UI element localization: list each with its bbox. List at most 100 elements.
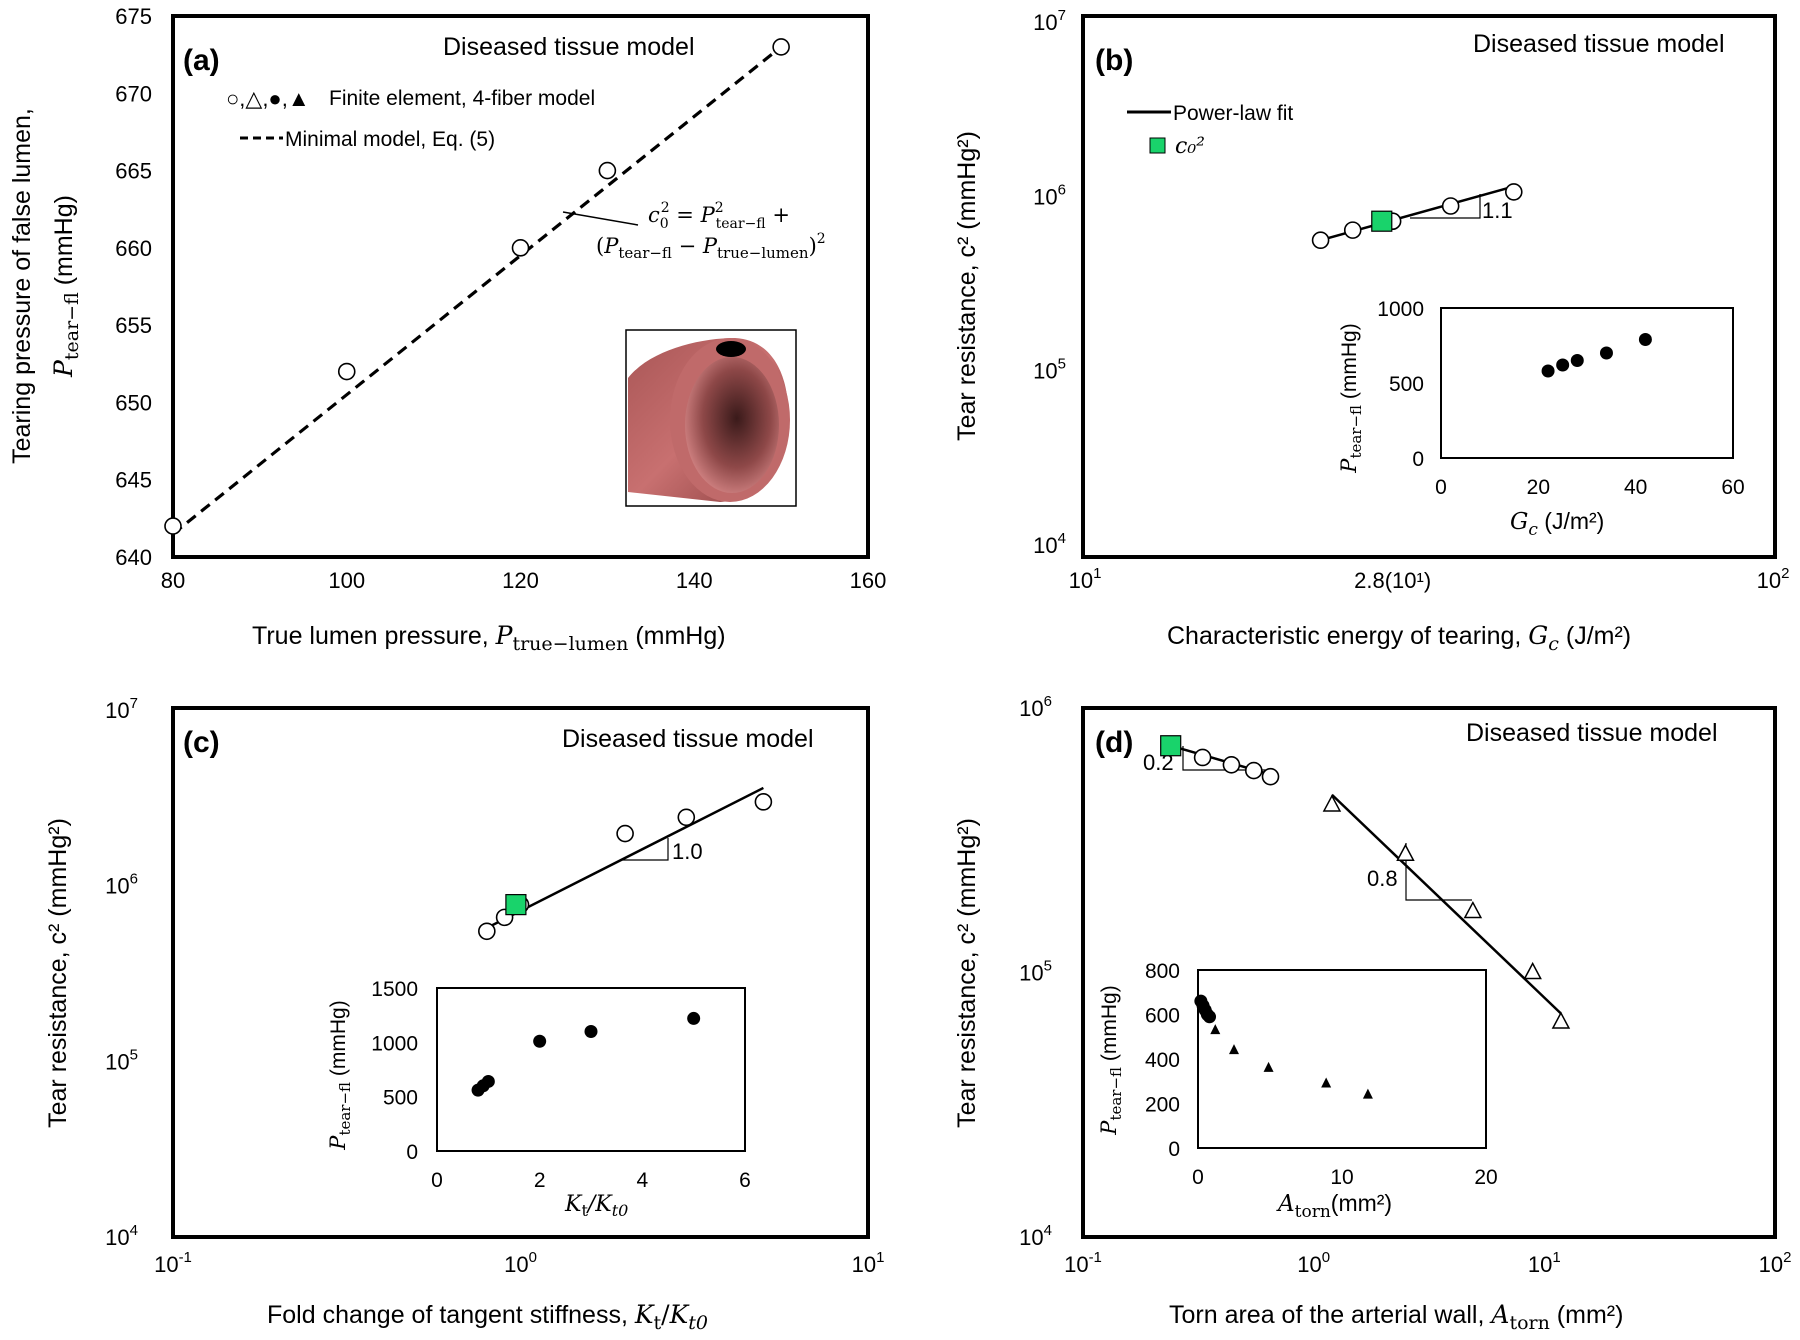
data-point-open-circle <box>1311 231 1330 250</box>
x-tick-label: 80 <box>161 568 185 593</box>
inset-y-unit: (mmHg) <box>327 1000 350 1082</box>
inset-y-tick-label: 1000 <box>1377 298 1424 321</box>
inset-x-den-var: K <box>594 1192 613 1217</box>
legend-label-c0sq: c₀² <box>1175 134 1205 159</box>
y-label-sub: tear−fl <box>61 292 83 360</box>
data-point-open-circle <box>478 922 496 941</box>
y-tick-label: 670 <box>115 81 152 106</box>
x-tick-labels: 101 2.8(10¹) 102 <box>1069 565 1790 593</box>
eq-p1: P <box>700 203 716 227</box>
inset-y-tick-label: 0 <box>1412 448 1424 471</box>
data-point-filled-circle <box>1556 358 1570 372</box>
data-point-open-triangle <box>1551 1011 1571 1029</box>
data-point-open-circle <box>772 38 790 56</box>
inset-plot: 0 20 40 60 0 500 1000 <box>1377 298 1744 499</box>
x-tick-label: 102 <box>1759 1249 1792 1277</box>
legend-symbols-fe: ○,△,●,▲ <box>226 86 310 111</box>
inset-x-var: G <box>1510 509 1528 535</box>
inset-y-tick-label: 0 <box>1168 1138 1180 1161</box>
slope-label: 1.1 <box>1482 198 1513 223</box>
data-point-open-circle <box>1244 761 1263 780</box>
x-label-text: Characteristic energy of tearing, <box>1167 622 1528 650</box>
x-label-var: A <box>1489 1300 1509 1329</box>
data-point-filled-triangle <box>1229 1044 1239 1055</box>
inset-x-sub: t <box>581 1201 588 1220</box>
x-label-unit: (J/m²) <box>1559 622 1631 650</box>
data-point-open-circle <box>337 362 356 381</box>
data-point-filled-circle <box>1599 346 1613 360</box>
y-tick-label: 104 <box>1019 1222 1052 1250</box>
y-axis-label: Tear resistance, c² (mmHg²) <box>953 131 981 441</box>
y-tick-labels: 104 105 106 107 <box>1033 7 1066 558</box>
x-label-den-var: K <box>669 1300 690 1329</box>
inset-y-sub: tear−fl <box>336 1082 354 1136</box>
y-axis-label: Tear resistance, c² (mmHg²) <box>953 818 981 1128</box>
panel-title: Diseased tissue model <box>562 725 814 753</box>
data-point-filled-circle <box>1638 333 1652 346</box>
inset-y-tick-label: 400 <box>1145 1049 1180 1072</box>
inset-y-var: P <box>1337 458 1361 474</box>
eq-c-sup: 2 <box>661 200 670 216</box>
data-point-open-triangle <box>1463 900 1483 919</box>
inset-x-tick-label: 0 <box>1435 476 1447 499</box>
slope-triangle <box>620 838 669 861</box>
x-label-sub: torn <box>1509 1312 1549 1334</box>
inset-x-tick-label: 20 <box>1527 476 1550 499</box>
inset-y-label: Ptear−fl (mmHg) <box>1337 323 1365 473</box>
eq-p1-sup: 2 <box>715 200 724 216</box>
x-tick-label: 100 <box>504 1249 537 1277</box>
x-tick-label: 102 <box>1757 565 1790 593</box>
y-tick-label: 675 <box>115 4 152 29</box>
x-label-var: G <box>1528 621 1548 650</box>
inset-x-tick-label: 40 <box>1624 476 1647 499</box>
y-label-unit: (mmHg) <box>50 195 78 292</box>
inset-x-tick-label: 10 <box>1330 1166 1353 1189</box>
x-label-unit: (mm²) <box>1550 1301 1624 1329</box>
plot-frame <box>1081 706 1777 1239</box>
inset-y-var: P <box>1097 1120 1121 1136</box>
data-point-open-circle <box>1343 221 1362 239</box>
eq-p2-sub: tear−fl <box>618 244 672 262</box>
y-tick-label: 105 <box>105 1046 138 1074</box>
legend-label-fe: Finite element, 4-fiber model <box>329 87 595 110</box>
y-axis-label-line-1: Tearing pressure of false lumen, <box>8 108 36 464</box>
data-point-filled-circle <box>584 1024 598 1038</box>
x-tick-label: 101 <box>1528 1249 1561 1277</box>
eq-p3: P <box>702 234 718 258</box>
data-marks: 1.1 <box>1311 183 1523 250</box>
inset-y-sub: tear−fl <box>1107 1067 1125 1121</box>
legend-label-powerlaw: Power-law fit <box>1173 102 1293 125</box>
data-point-filled-circle <box>481 1074 495 1088</box>
y-tick-labels: 104 105 106 107 <box>105 695 138 1250</box>
y-tick-label: 104 <box>1033 530 1066 558</box>
data-point-open-circle <box>677 808 696 827</box>
plot-frame <box>171 706 870 1239</box>
inset-y-tick-label: 500 <box>383 1087 418 1110</box>
y-tick-label: 107 <box>1033 7 1066 35</box>
inset-plot: 0 2 4 6 0 500 1000 1500 <box>371 978 751 1192</box>
x-tick-label: 120 <box>502 568 539 593</box>
data-marks <box>164 38 790 536</box>
data-point-open-circle <box>616 824 634 843</box>
y-label-var: P <box>49 359 78 378</box>
data-point-filled-circle <box>1541 364 1555 378</box>
x-tick-label: 140 <box>676 568 713 593</box>
inset-x-var: K <box>564 1192 583 1217</box>
x-label-text: Fold change of tangent stiffness, <box>267 1301 635 1329</box>
data-point-open-circle <box>1504 183 1523 201</box>
y-tick-label: 105 <box>1019 958 1052 986</box>
panel-label: (c) <box>183 726 220 759</box>
inset-x-tick-label: 0 <box>431 1169 443 1192</box>
panel-title: Diseased tissue model <box>443 33 695 61</box>
x-tick-label: 101 <box>1069 565 1102 593</box>
inset-x-unit: (J/m²) <box>1538 508 1604 534</box>
legend-label-minimal: Minimal model, Eq. (5) <box>285 128 495 151</box>
y-tick-label: 665 <box>115 159 152 184</box>
data-point-green-square <box>505 894 527 916</box>
inset-x-tick-label: 2 <box>534 1169 546 1192</box>
data-point-open-circle <box>1261 767 1280 786</box>
inset-x-label: Kt/Kt0 <box>564 1192 628 1220</box>
inset-x-sub: torn <box>1295 1202 1331 1222</box>
y-tick-label: 106 <box>105 871 138 899</box>
